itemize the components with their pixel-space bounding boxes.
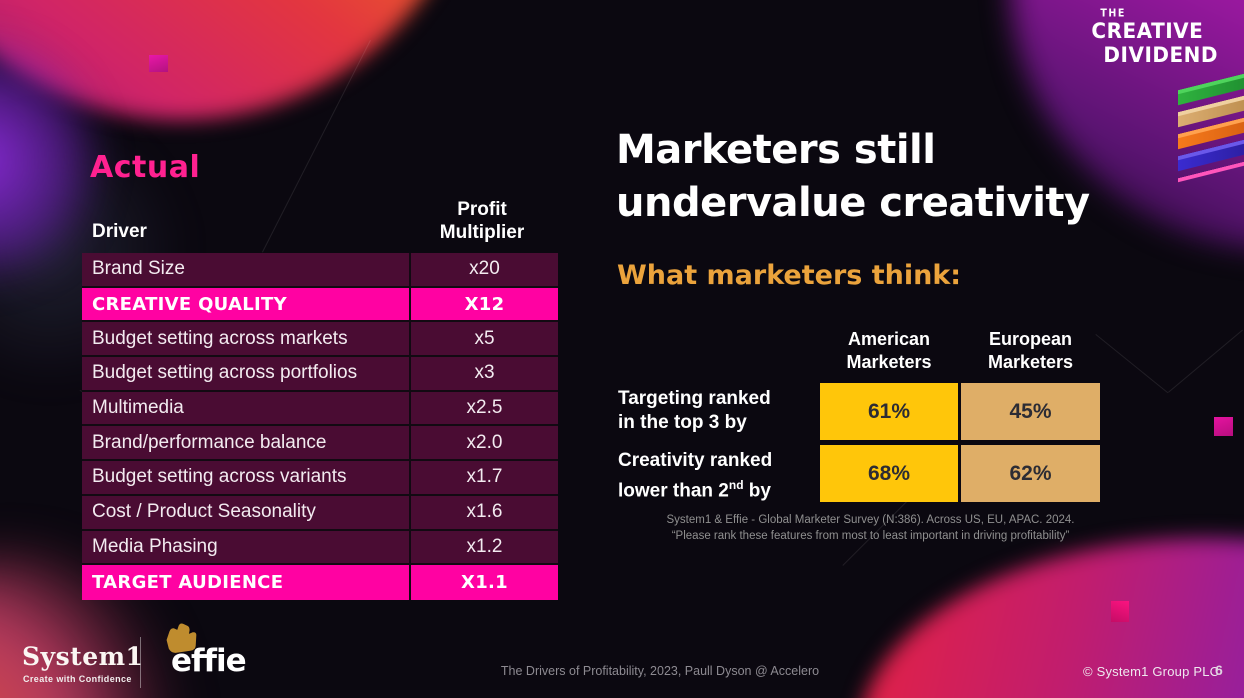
effie-logo: effie — [171, 643, 247, 679]
survey-cell-creativity-european: 62% — [961, 445, 1100, 502]
diagonal-line — [1095, 334, 1169, 394]
table-row: Budget setting across variants x1.7 — [82, 461, 558, 496]
survey-cell-creativity-american: 68% — [820, 445, 958, 502]
table-row: Cost / Product Seasonality x1.6 — [82, 495, 558, 531]
table-row: Budget setting across portfolios x3 — [82, 357, 558, 392]
footer-copyright: © System1 Group PLC — [1083, 664, 1220, 679]
page-title: Marketers still undervalue creativity — [616, 124, 1090, 230]
profit-multiplier-table: Brand Size x20 CREATIVE QUALITY X12 Budg… — [82, 253, 558, 600]
multiplier-cell: x20 — [409, 253, 558, 286]
table-row: Brand/performance balance x2.0 — [82, 426, 558, 462]
driver-cell: Brand Size — [92, 258, 185, 280]
logo-line-creative: CREATIVE — [1091, 17, 1204, 44]
source-footnote: System1 & Effie - Global Marketer Survey… — [618, 513, 1123, 544]
header-line: Marketers — [987, 352, 1074, 372]
header-line: European — [988, 329, 1072, 349]
title-line: undervalue creativity — [616, 180, 1090, 226]
creative-dividend-logo: THE CREATIVE DIVIDEND — [1091, 7, 1218, 68]
driver-cell: Budget setting across portfolios — [92, 362, 358, 384]
multiplier-cell: x1.6 — [409, 495, 558, 529]
footnote-line: “Please rank these features from most to… — [671, 529, 1070, 542]
label-text: lower than 2 — [618, 480, 729, 502]
header-line: Multiplier — [439, 222, 525, 243]
logo-line-the: THE — [1100, 7, 1126, 20]
table-header-driver: Driver — [92, 221, 147, 242]
header-line: Marketers — [846, 352, 932, 372]
driver-cell: Multimedia — [92, 397, 184, 419]
driver-cell: Budget setting across markets — [92, 327, 348, 349]
table-row: Budget setting across markets x5 — [82, 322, 558, 358]
table-header-profit-multiplier: Profit Multiplier — [407, 198, 557, 244]
survey-row-label-creativity: Creativity ranked lower than 2nd by — [618, 449, 818, 503]
driver-cell: Brand/performance balance — [92, 431, 327, 453]
driver-cell: Budget setting across variants — [92, 466, 347, 488]
survey-col-header-european: European Marketers — [961, 328, 1100, 374]
multiplier-cell: X12 — [409, 287, 558, 321]
system1-logo: System1 — [22, 642, 144, 671]
multiplier-cell: x1.7 — [409, 461, 558, 494]
table-row: Multimedia x2.5 — [82, 391, 558, 427]
multiplier-cell: x2.0 — [409, 426, 558, 460]
confetti-square — [149, 55, 168, 72]
system1-tagline: Create with Confidence — [23, 674, 132, 684]
logo-line-dividend: DIVIDEND — [1103, 41, 1218, 68]
table-row-highlighted: TARGET AUDIENCE X1.1 — [82, 565, 558, 600]
multiplier-cell: x1.2 — [409, 530, 558, 564]
driver-cell: Media Phasing — [92, 535, 218, 557]
driver-cell: TARGET AUDIENCE — [92, 572, 284, 594]
confetti-square — [1214, 417, 1233, 436]
multiplier-cell: x2.5 — [409, 391, 558, 425]
table-row: Media Phasing x1.2 — [82, 530, 558, 566]
driver-cell: CREATIVE QUALITY — [92, 293, 287, 315]
driver-cell: Cost / Product Seasonality — [92, 501, 316, 523]
label-line: in the top 3 by — [618, 412, 747, 433]
header-line: Profit — [457, 199, 507, 220]
multiplier-cell: x3 — [409, 357, 558, 390]
book-stack-graphic — [1178, 69, 1244, 190]
table-row-highlighted: CREATIVE QUALITY X12 — [82, 287, 558, 323]
label-line: lower than 2nd by — [618, 473, 818, 503]
footer-credit: The Drivers of Profitability, 2023, Paul… — [500, 664, 820, 678]
label-line: Targeting ranked — [618, 388, 771, 409]
multiplier-cell: x5 — [409, 322, 558, 356]
label-text: by — [743, 480, 771, 502]
survey-cell-targeting-american: 61% — [820, 383, 958, 440]
page-number: 6 — [1215, 662, 1223, 678]
ordinal-superscript: nd — [728, 478, 744, 492]
effie-fist-icon — [158, 620, 205, 663]
subtitle-what-marketers-think: What marketers think: — [617, 260, 962, 291]
table-row: Brand Size x20 — [82, 253, 558, 288]
multiplier-cell: X1.1 — [409, 565, 558, 600]
kicker-actual: Actual — [90, 150, 201, 185]
footer-divider — [140, 637, 141, 688]
confetti-square — [1111, 601, 1129, 622]
footnote-line: System1 & Effie - Global Marketer Survey… — [666, 514, 1075, 526]
diagonal-line — [1168, 329, 1243, 393]
survey-cell-targeting-european: 45% — [961, 383, 1100, 440]
label-line: Creativity ranked — [618, 450, 773, 471]
title-line: Marketers still — [616, 127, 936, 173]
header-line: American — [847, 329, 931, 349]
survey-row-label-targeting: Targeting ranked in the top 3 by — [618, 387, 818, 435]
survey-col-header-american: American Marketers — [820, 328, 958, 374]
